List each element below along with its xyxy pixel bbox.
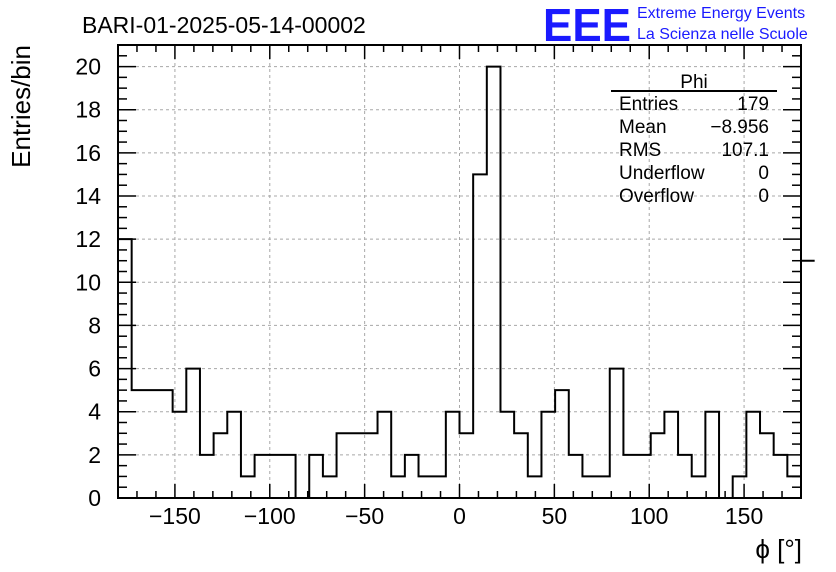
stats-value: 179	[737, 94, 769, 115]
histogram-bin	[405, 455, 419, 498]
x-tick-label: −100	[244, 503, 296, 529]
x-tick-label: 100	[630, 503, 668, 529]
histogram-bin	[460, 433, 474, 498]
stats-title: Phi	[680, 72, 707, 93]
y-tick-label: 18	[75, 97, 101, 123]
histogram-bin	[692, 476, 706, 498]
y-tick-label: 20	[75, 54, 101, 80]
histogram-bin	[610, 369, 624, 498]
x-tick-labels: −150 −100 −50 0 50 100 150	[149, 503, 763, 529]
stats-label: Overflow	[619, 186, 694, 207]
histogram-bin	[255, 455, 269, 498]
histogram-bin	[678, 455, 692, 498]
histogram-bin	[541, 412, 555, 498]
histogram-bin	[309, 455, 323, 498]
histogram-bin	[596, 476, 610, 498]
y-tick-label: 8	[88, 312, 101, 338]
histogram-bin	[801, 261, 815, 498]
histogram-bin	[350, 433, 364, 498]
stats-label: RMS	[619, 140, 661, 161]
stats-value: 107.1	[721, 140, 769, 161]
stats-value: −8.956	[710, 117, 769, 138]
histogram-bin	[323, 476, 337, 498]
histogram-bin	[446, 412, 460, 498]
histogram-bin	[145, 390, 159, 498]
histogram-bin	[569, 455, 583, 498]
x-tick-label: −150	[149, 503, 201, 529]
stats-value: 0	[758, 163, 769, 184]
y-tick-label: 4	[88, 399, 101, 425]
histogram-bin	[582, 476, 596, 498]
y-tick-label: 0	[88, 485, 101, 511]
stats-label: Entries	[619, 94, 678, 115]
logo-line1: Extreme Energy Events	[637, 5, 805, 22]
histogram-bin	[514, 433, 528, 498]
x-tick-label: −50	[345, 503, 384, 529]
histogram-bin	[760, 433, 774, 498]
histogram-bin	[364, 433, 378, 498]
histogram-bin	[555, 390, 569, 498]
histogram-bin	[200, 455, 214, 498]
x-tick-label: 50	[542, 503, 568, 529]
histogram-bin	[159, 390, 173, 498]
y-axis-label: Entries/bin	[6, 45, 36, 168]
histogram-bin	[651, 433, 665, 498]
histogram-bin	[774, 455, 788, 498]
histogram-bin	[419, 476, 433, 498]
stats-label: Mean	[619, 117, 667, 138]
stats-value: 0	[758, 186, 769, 207]
x-axis-label: ϕ [°]	[755, 534, 802, 564]
histogram-bin	[473, 174, 487, 498]
histogram-bin	[241, 476, 255, 498]
stats-label: Underflow	[619, 163, 705, 184]
y-tick-label: 14	[75, 183, 101, 209]
y-tick-label: 6	[88, 356, 101, 382]
histogram-bin	[432, 476, 446, 498]
y-tick-labels: 0 2 4 6 8 10 12 14 16 18 20	[75, 54, 101, 511]
histogram-bin	[528, 476, 542, 498]
histogram-bin	[337, 433, 351, 498]
histogram-bin	[132, 390, 146, 498]
x-tick-label: 0	[453, 503, 466, 529]
x-tick-label: 150	[725, 503, 763, 529]
y-tick-label: 16	[75, 140, 101, 166]
histogram-bin	[214, 433, 228, 498]
eee-logo: EEE Extreme Energy Events La Scienza nel…	[543, 0, 808, 51]
logo-text: EEE	[543, 0, 631, 51]
y-tick-label: 10	[75, 269, 101, 295]
y-tick-label: 2	[88, 442, 101, 468]
run-title: BARI-01-2025-05-14-00002	[82, 12, 366, 38]
histogram-bin	[186, 369, 200, 498]
stats-box: Phi Entries 179 Mean −8.956 RMS 107.1 Underflo…	[611, 72, 777, 207]
y-tick-label: 12	[75, 226, 101, 252]
stats-rows: Entries 179 Mean −8.956 RMS 107.1 Underflow 0 Ov…	[619, 94, 769, 207]
logo-line2: La Scienza nelle Scuole	[637, 26, 808, 43]
